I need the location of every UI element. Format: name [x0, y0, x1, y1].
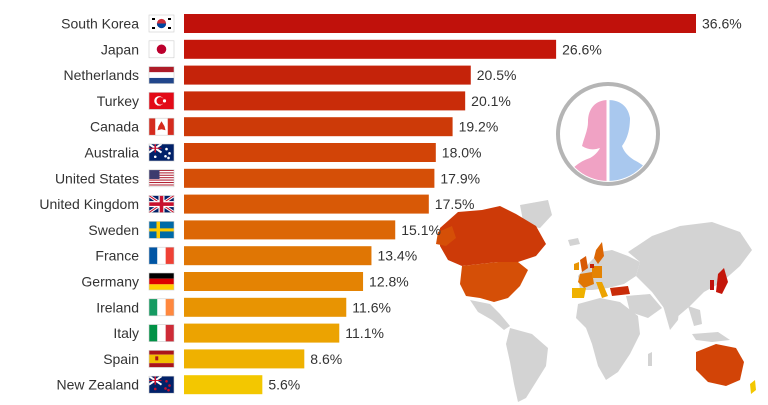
country-label: Sweden [88, 222, 139, 238]
map-usa [460, 262, 528, 302]
map-alaska [436, 226, 456, 246]
ireland-flag [148, 298, 175, 317]
bar [184, 375, 263, 395]
country-label: Ireland [96, 299, 139, 315]
netherlands-flag [148, 66, 175, 84]
country-label: Italy [113, 325, 139, 341]
map-australia [696, 344, 744, 386]
bar [184, 14, 696, 33]
value-label: 17.9% [440, 170, 480, 186]
bar-row: Canada 19.2% [90, 117, 499, 137]
country-label: Germany [81, 274, 139, 290]
bar-row: United Kingdom 17.5% [39, 194, 475, 214]
bar-row: Australia 18.0% [85, 143, 482, 162]
gender-split-head-icon [556, 82, 660, 186]
australia-flag [148, 143, 175, 162]
italy-flag [148, 324, 175, 342]
bar [184, 349, 305, 369]
value-label: 36.6% [702, 16, 742, 32]
value-label: 11.6% [352, 299, 391, 315]
canada-flag [148, 117, 175, 136]
country-label: France [95, 248, 139, 264]
map-france [578, 272, 594, 288]
bar-row: Japan 26.6% [101, 39, 602, 59]
united-states-flag [148, 169, 175, 188]
map-germany [592, 266, 602, 278]
value-label: 11.1% [345, 325, 384, 341]
bar-row: New Zealand 5.6% [57, 375, 300, 395]
south-korea-flag [148, 14, 175, 33]
bar [184, 39, 557, 59]
map-canada [440, 206, 546, 266]
value-label: 15.1% [401, 222, 441, 238]
turkey-flag [148, 92, 175, 110]
bar-row: Germany 12.8% [81, 272, 409, 291]
country-label: Turkey [97, 93, 139, 109]
map-new-zealand [750, 380, 756, 394]
value-label: 8.6% [310, 351, 342, 367]
spain-flag [148, 350, 175, 368]
value-label: 17.5% [435, 196, 475, 212]
country-label: Canada [90, 119, 139, 135]
bar [184, 194, 429, 214]
country-label: Australia [85, 145, 140, 161]
map-netherlands [590, 264, 594, 268]
bar [184, 65, 471, 85]
united-kingdom-flag [148, 194, 175, 214]
sweden-flag [148, 221, 175, 239]
bar-row: Spain 8.6% [103, 349, 342, 369]
bar-row: France 13.4% [95, 246, 417, 266]
value-label: 20.5% [477, 67, 517, 83]
bar-row: Ireland 11.6% [96, 297, 391, 317]
chart-rows: South Korea 36.6% Japan 26.6% Netherlands 20.… [39, 14, 742, 395]
map-turkey [610, 286, 630, 296]
bar [184, 117, 453, 137]
value-label: 18.0% [442, 145, 482, 161]
country-label: United Kingdom [39, 196, 139, 212]
bar [184, 246, 372, 266]
world-map-icon [436, 200, 756, 402]
map-sweden [594, 242, 604, 264]
bar-row: Sweden 15.1% [88, 220, 441, 240]
france-flag [148, 246, 175, 265]
map-ireland [574, 262, 579, 270]
bar [184, 143, 436, 162]
bar [184, 323, 340, 343]
bar [184, 297, 347, 317]
value-label: 13.4% [377, 248, 417, 264]
bar [184, 220, 396, 240]
germany-flag [148, 272, 175, 291]
country-label: United States [55, 170, 139, 186]
bar [184, 272, 364, 291]
value-label: 19.2% [459, 119, 499, 135]
country-label: Netherlands [64, 67, 140, 83]
country-label: Spain [103, 351, 139, 367]
bar-row: Italy 11.1% [113, 323, 384, 343]
country-label: New Zealand [57, 377, 140, 393]
value-label: 5.6% [268, 377, 300, 393]
map-italy [596, 282, 608, 298]
map-spain [572, 288, 586, 298]
map-japan [716, 268, 728, 294]
value-label: 12.8% [369, 274, 409, 290]
japan-flag [148, 40, 175, 59]
country-label: Japan [101, 41, 139, 57]
country-label: South Korea [61, 16, 139, 32]
new-zealand-flag [148, 375, 175, 394]
bar [184, 91, 466, 111]
value-label: 20.1% [471, 93, 511, 109]
bar-row: South Korea 36.6% [61, 14, 742, 33]
bar-row: United States 17.9% [55, 168, 480, 188]
map-south-korea [710, 280, 714, 290]
value-label: 26.6% [562, 41, 602, 57]
map-uk [580, 256, 588, 272]
bar-row: Netherlands 20.5% [64, 65, 517, 85]
bar-row: Turkey 20.1% [97, 91, 511, 111]
bar [184, 168, 435, 188]
